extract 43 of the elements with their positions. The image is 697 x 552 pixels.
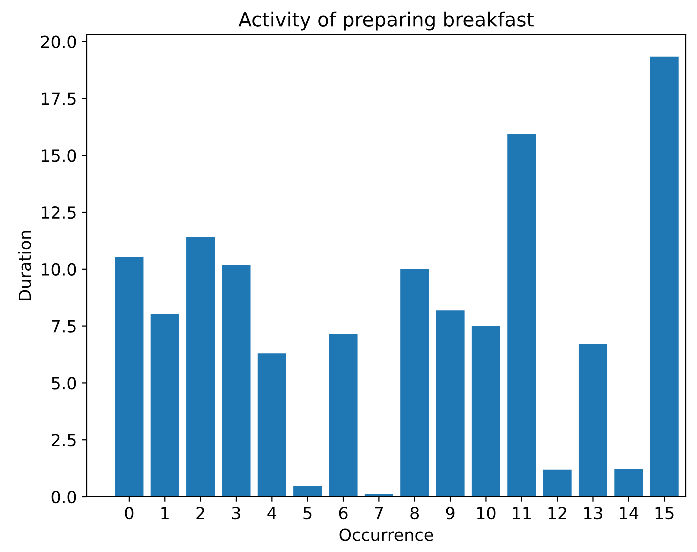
bar: [614, 469, 644, 497]
bar: [258, 354, 286, 497]
x-tick-label: 6: [339, 507, 348, 520]
x-tick-label: 14: [620, 507, 639, 520]
y-tick-label: 12.5: [42, 206, 76, 220]
x-tick-label: 0: [125, 507, 134, 520]
y-axis-title: Duration: [18, 231, 32, 301]
y-tick-label: 10.0: [42, 263, 76, 276]
x-tick-label: 15: [656, 507, 674, 520]
bar: [436, 310, 465, 497]
bar: [508, 134, 536, 497]
y-tick-label: 5.0: [52, 377, 76, 390]
x-axis-title: Occurrence: [340, 528, 434, 542]
bar: [115, 257, 144, 497]
chart-title: Activity of preparing breakfast: [238, 12, 534, 31]
x-tick-label: 12: [548, 507, 566, 520]
x-tick-label: 13: [584, 507, 603, 520]
y-tick-label: 0.0: [52, 490, 76, 504]
bar: [186, 237, 216, 497]
bar: [472, 326, 500, 497]
bar: [543, 470, 572, 497]
bar: [222, 265, 251, 497]
x-tick-label: 3: [232, 507, 240, 520]
bar: [400, 269, 430, 497]
x-tick-label: 4: [268, 507, 277, 520]
x-tick-label: 11: [513, 507, 531, 520]
y-tick-label: 17.5: [42, 92, 76, 106]
bar: [578, 344, 608, 497]
x-tick-label: 10: [477, 507, 496, 520]
x-tick-label: 1: [162, 507, 169, 520]
x-tick-label: 5: [304, 507, 312, 520]
bar: [650, 56, 679, 497]
x-tick-label: 7: [375, 507, 384, 520]
bar: [329, 334, 358, 497]
x-tick-label: 8: [410, 507, 420, 520]
bar: [150, 314, 180, 497]
y-tick-label: 7.5: [52, 320, 76, 333]
y-tick-label: 20.0: [41, 36, 76, 48]
y-tick-label: 2.5: [52, 434, 76, 447]
x-tick-label: 2: [196, 507, 204, 520]
y-tick-label: 15.0: [42, 150, 76, 162]
bar: [294, 486, 322, 497]
x-tick-label: 9: [446, 507, 455, 520]
